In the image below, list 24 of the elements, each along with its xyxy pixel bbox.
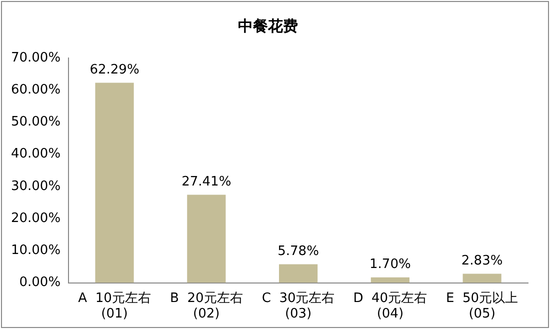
x-tick-label: D 40元左右 (04) xyxy=(353,290,428,322)
data-label: 5.78% xyxy=(278,244,319,260)
y-tick-label: 0.00% xyxy=(19,275,61,290)
bar xyxy=(187,194,226,283)
chart-title: 中餐花费 xyxy=(238,16,298,35)
y-tick-label: 10.00% xyxy=(10,243,61,258)
x-tick-label: E 50元以上 (05) xyxy=(446,290,518,322)
x-tick-label: A 10元左右 (01) xyxy=(78,290,151,322)
y-tick-label: 70.00% xyxy=(10,50,61,66)
data-label: 27.41% xyxy=(182,174,232,190)
y-tick-label: 30.00% xyxy=(10,178,61,194)
data-label: 1.70% xyxy=(370,257,411,272)
y-tick-label: 20.00% xyxy=(10,210,61,226)
x-tick-label: B 20元左右 (02) xyxy=(170,290,243,322)
bar xyxy=(370,277,410,283)
y-tick-label: 50.00% xyxy=(10,114,61,130)
bar xyxy=(95,82,134,283)
y-tick-label: 60.00% xyxy=(10,82,61,98)
bar xyxy=(462,274,502,283)
x-tick-label: C 30元左右 (03) xyxy=(262,290,335,322)
bar xyxy=(278,264,318,283)
data-label: 2.83% xyxy=(461,254,503,269)
data-label: 62.29% xyxy=(90,62,140,78)
y-tick-label: 40.00% xyxy=(10,146,61,162)
